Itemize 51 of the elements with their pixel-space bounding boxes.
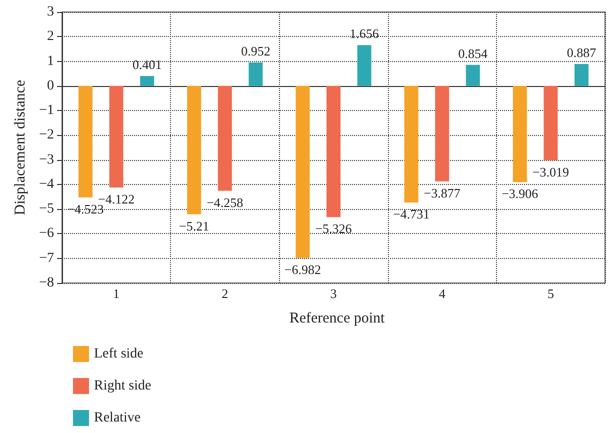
data-label: 0.401 [132,57,162,72]
y-tick-label: −6 [39,226,54,242]
x-tick-label: 5 [547,286,554,301]
data-label: 1.656 [350,26,380,42]
bar [544,86,558,160]
data-label: −6.982 [284,262,321,277]
data-label: −5.21 [179,218,210,234]
x-tick-label: 4 [438,286,446,301]
legend-label: Left side [94,346,144,362]
x-tick-label: 3 [330,286,337,301]
y-tick-label: −8 [39,276,54,290]
y-tick-label: 1 [47,54,54,69]
legend-label: Relative [94,410,141,426]
y-tick-label: −7 [39,250,54,266]
data-label: −3.019 [532,164,569,180]
data-label: 0.952 [241,43,270,58]
x-tick-label: 1 [113,286,120,301]
bar [326,86,340,218]
x-axis-title: Reference point [289,310,386,326]
bar [218,86,232,191]
y-tick-label: −2 [39,128,54,143]
y-tick-label: −5 [39,202,54,217]
bar [574,64,588,86]
bar [404,86,418,202]
bar [466,64,480,86]
bar [187,86,202,214]
x-tick-label: 2 [222,286,228,301]
bar [512,86,527,182]
y-tick-label: 3 [47,4,54,20]
y-tick-label: −4 [39,176,54,192]
data-label: −4.523 [67,201,104,216]
bar [109,86,124,188]
y-tick-label: 0 [47,78,54,94]
bar [140,76,154,86]
data-label: −4.258 [206,194,244,210]
bar [296,86,310,258]
y-tick-label: −3 [39,152,54,168]
data-label: −3.906 [502,186,539,202]
legend-label: Right side [94,378,152,394]
data-label: −5.326 [315,221,352,236]
bar [78,86,92,198]
bar [248,62,263,86]
data-label: −3.877 [424,185,461,200]
y-tick-label: −1 [39,103,54,118]
data-label: −4.731 [393,206,430,222]
y-tick-label: 2 [47,29,54,44]
bar [435,86,450,182]
data-label: 0.887 [566,45,597,60]
y-axis-title: Displacement distance [12,79,28,216]
bar [357,45,372,86]
data-label: 0.854 [458,46,488,61]
